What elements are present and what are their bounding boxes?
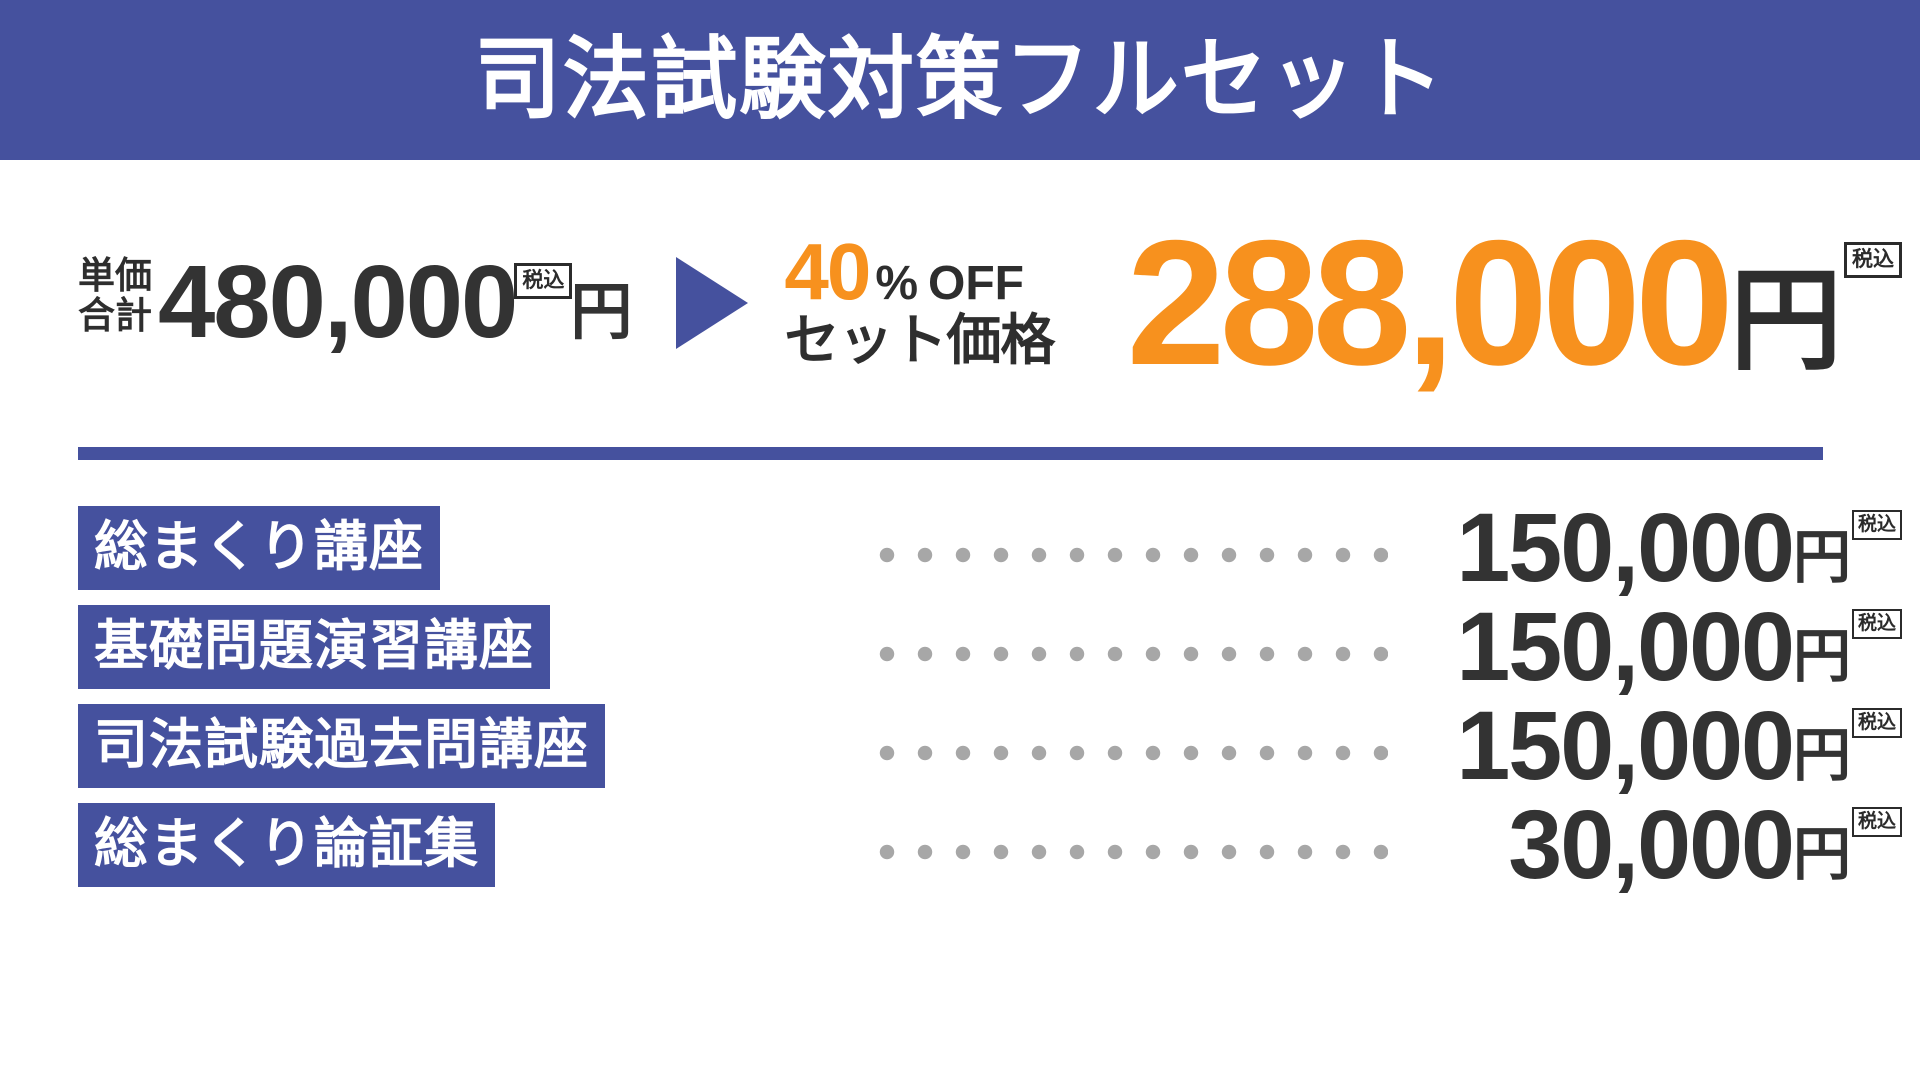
tax-included-badge: 税込 [1851, 707, 1902, 738]
course-price-currency: 円 [1792, 525, 1851, 591]
percent-symbol: % [875, 256, 919, 310]
course-price-amount: 150,000 [1456, 492, 1795, 602]
tax-included-badge: 税込 [1851, 806, 1902, 837]
course-price-tax-wrap: 税込 [1851, 801, 1902, 837]
page-title: 司法試験対策フルセット [474, 30, 1446, 130]
unit-price-label: 単価 合計 [78, 256, 152, 350]
set-price-block: 40 % OFF セット価格 288,000 円 税込 [784, 202, 1902, 402]
dotted-leader [868, 843, 1388, 860]
course-name-tag: 総まくり講座 [78, 505, 440, 590]
course-price-group: 30,000 円 税込 [1402, 789, 1902, 899]
header-banner: 司法試験対策フルセット [0, 0, 1920, 160]
tax-included-badge: 税込 [1851, 509, 1902, 540]
course-name-tag: 総まくり論証集 [78, 802, 495, 887]
tax-included-badge: 税込 [1844, 241, 1902, 278]
discount-off-label: OFF [928, 256, 1024, 310]
list-item: 総まくり講座 150,000 円 税込 [78, 498, 1902, 597]
set-price-amount-group: 288,000 円 税込 [1054, 202, 1902, 402]
right-triangle-arrow-icon [676, 256, 749, 349]
list-item: 司法試験過去問講座 150,000 円 税込 [78, 696, 1902, 795]
course-name-tag: 司法試験過去問講座 [78, 703, 605, 788]
course-price-currency: 円 [1792, 723, 1851, 789]
set-price-amount: 288,000 [1126, 202, 1734, 402]
course-price-currency: 円 [1792, 822, 1851, 888]
course-price-currency: 円 [1792, 624, 1851, 690]
tax-included-badge: 税込 [1851, 608, 1902, 639]
course-price-amount: 30,000 [1508, 789, 1795, 899]
unit-price-label-line2: 合計 [78, 294, 152, 336]
course-price-group: 150,000 円 税込 [1402, 690, 1902, 800]
price-hero: 単価 合計 480,000 税込 円 40 % OFF セット価格 288,00… [0, 160, 1920, 445]
course-price-group: 150,000 円 税込 [1402, 492, 1902, 602]
course-price-tax-wrap: 税込 [1851, 504, 1902, 540]
list-item: 総まくり論証集 30,000 円 税込 [78, 795, 1902, 894]
discount-percent-line: 40 % OFF [784, 226, 1054, 316]
unit-price-label-line1: 単価 [78, 254, 152, 296]
set-price-label: セット価格 [784, 308, 1055, 371]
tax-included-badge: 税込 [514, 263, 573, 300]
section-divider [78, 447, 1823, 460]
set-price-currency: 円 [1730, 258, 1842, 384]
course-price-amount: 150,000 [1456, 690, 1795, 800]
course-name-tag: 基礎問題演習講座 [78, 604, 550, 689]
discount-percent-value: 40 [784, 226, 871, 316]
dotted-leader [868, 546, 1388, 563]
set-price-tax-wrap: 税込 [1844, 226, 1902, 278]
unit-price-tax-wrap: 税込 [514, 255, 573, 300]
list-item: 基礎問題演習講座 150,000 円 税込 [78, 597, 1902, 696]
course-price-tax-wrap: 税込 [1851, 603, 1902, 639]
discount-text: 40 % OFF セット価格 [784, 226, 1055, 371]
dotted-leader [868, 645, 1388, 662]
course-price-group: 150,000 円 税込 [1402, 591, 1902, 701]
unit-price-block: 単価 合計 480,000 税込 円 [78, 244, 633, 360]
unit-price-amount: 480,000 [158, 244, 518, 360]
dotted-leader [868, 744, 1388, 761]
course-price-tax-wrap: 税込 [1851, 702, 1902, 738]
course-item-list: 総まくり講座 150,000 円 税込 基礎問題演習講座 150,000 円 税… [0, 498, 1920, 894]
course-price-amount: 150,000 [1456, 591, 1795, 701]
unit-price-currency: 円 [570, 277, 633, 347]
